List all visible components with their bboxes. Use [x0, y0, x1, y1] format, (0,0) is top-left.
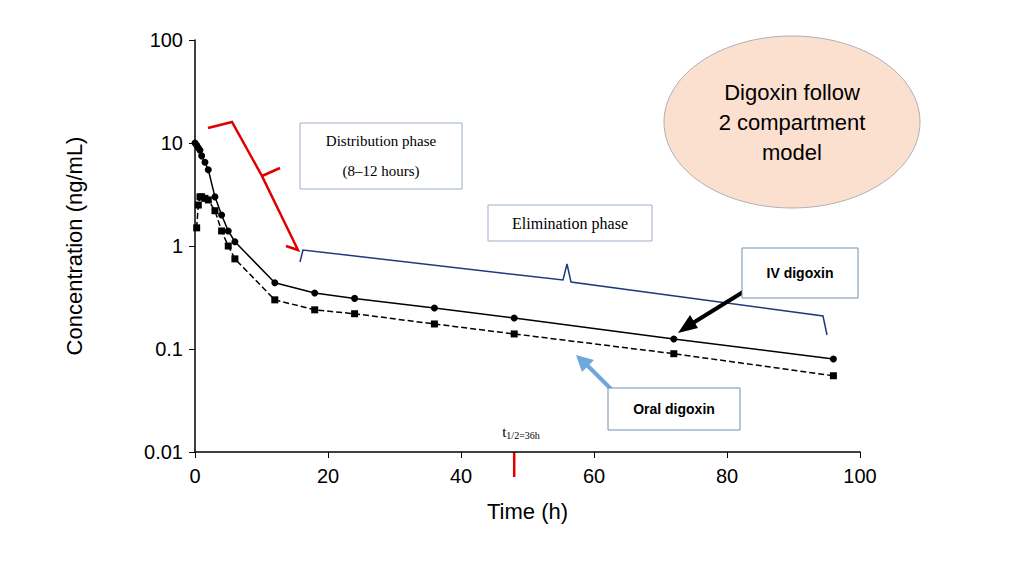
- svg-text:40: 40: [450, 465, 472, 487]
- svg-text:0.01: 0.01: [144, 441, 183, 463]
- svg-text:t: t: [502, 424, 507, 440]
- svg-text:(8–12 hours): (8–12 hours): [342, 163, 419, 180]
- svg-text:Distribution phase: Distribution phase: [326, 133, 437, 149]
- svg-text:Time (h): Time (h): [487, 499, 568, 524]
- svg-text:60: 60: [583, 465, 605, 487]
- svg-text:80: 80: [716, 465, 738, 487]
- svg-text:Elimination phase: Elimination phase: [512, 215, 628, 233]
- svg-text:100: 100: [150, 29, 183, 51]
- svg-text:Oral digoxin: Oral digoxin: [633, 401, 715, 417]
- svg-text:1/2=36h: 1/2=36h: [506, 430, 539, 441]
- svg-text:1: 1: [172, 235, 183, 257]
- svg-text:0.1: 0.1: [155, 338, 183, 360]
- svg-text:Concentration (ng/mL): Concentration (ng/mL): [62, 137, 87, 356]
- svg-text:IV digoxin: IV digoxin: [767, 265, 834, 281]
- svg-text:Digoxin follow: Digoxin follow: [724, 80, 860, 105]
- svg-text:0: 0: [189, 465, 200, 487]
- svg-text:10: 10: [161, 132, 183, 154]
- svg-text:100: 100: [843, 465, 876, 487]
- svg-text:2 compartment: 2 compartment: [719, 110, 866, 135]
- svg-text:model: model: [762, 140, 822, 165]
- svg-text:20: 20: [317, 465, 339, 487]
